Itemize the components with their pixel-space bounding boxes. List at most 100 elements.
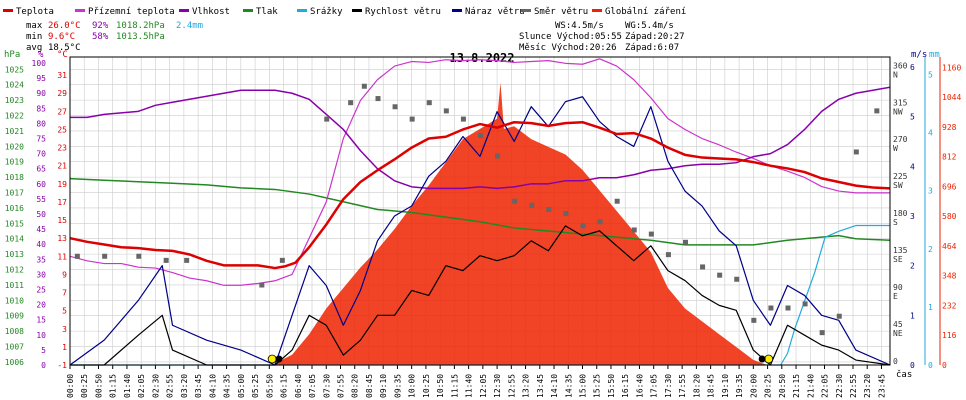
x-tick-label: 20:50 bbox=[778, 374, 787, 398]
x-tick-label: 19:35 bbox=[735, 374, 744, 398]
x-tick-label: 07:05 bbox=[308, 374, 317, 398]
temp-tick-label: 15 bbox=[57, 216, 67, 225]
temp-tick-label: 9 bbox=[62, 270, 67, 279]
hpa-tick-label: 1014 bbox=[5, 235, 24, 244]
dir-compass-label: SE bbox=[893, 255, 903, 264]
temp-tick-label: 13 bbox=[57, 234, 67, 243]
legend-entry: Přízemní teplota bbox=[88, 7, 175, 17]
x-tick-label: 23:20 bbox=[863, 374, 872, 398]
x-tick-label: 10:25 bbox=[422, 374, 431, 398]
legend-swatch bbox=[243, 9, 253, 12]
pct-tick-label: 45 bbox=[36, 225, 46, 234]
x-tick-label: 12:55 bbox=[507, 374, 516, 398]
series-line-p-zemn-teplota bbox=[69, 58, 890, 286]
x-tick-label: 18:45 bbox=[707, 374, 716, 398]
x-tick-label: 00:00 bbox=[66, 374, 75, 398]
dir-compass-label: W bbox=[893, 144, 898, 153]
ms-tick-label: 0 bbox=[910, 361, 915, 370]
sunset-marker bbox=[764, 354, 774, 364]
mm-axis-label: mm bbox=[929, 50, 940, 60]
pct-tick-label: 70 bbox=[36, 150, 46, 159]
x-tick-label: 11:40 bbox=[465, 374, 474, 398]
x-tick-label: 04:10 bbox=[208, 374, 217, 398]
pct-tick-label: 55 bbox=[36, 195, 46, 204]
hpa-tick-label: 1018 bbox=[5, 173, 24, 182]
hpa-tick-label: 1023 bbox=[5, 96, 24, 105]
x-tick-label: 00:25 bbox=[80, 374, 89, 398]
x-tick-label: 02:05 bbox=[137, 374, 146, 398]
wind-direction-point bbox=[348, 100, 354, 106]
pct-tick-label: 100 bbox=[32, 59, 47, 68]
rad-tick-label: 696 bbox=[942, 182, 957, 191]
mm-tick-label: 3 bbox=[928, 187, 933, 196]
stats-min-hum: 58% bbox=[92, 32, 109, 42]
hpa-tick-label: 1007 bbox=[5, 343, 24, 352]
legend-entry: Srážky bbox=[310, 7, 343, 17]
hpa-tick-label: 1021 bbox=[5, 127, 24, 136]
sun-set: Západ:20:27 bbox=[625, 32, 685, 42]
x-tick-label: 16:40 bbox=[635, 374, 644, 398]
x-tick-label: 18:20 bbox=[692, 374, 701, 398]
x-tick-label: 08:20 bbox=[351, 374, 360, 398]
time-axis-label: čas bbox=[896, 369, 912, 380]
wind-ws: WS:4.5m/s bbox=[555, 21, 604, 31]
legend-entry: Tlak bbox=[256, 7, 278, 17]
wind-direction-point bbox=[802, 301, 808, 307]
pct-tick-label: 50 bbox=[36, 210, 46, 219]
rad-tick-label: 0 bbox=[942, 361, 947, 370]
wind-direction-point bbox=[279, 257, 285, 263]
hpa-tick-label: 1013 bbox=[5, 250, 24, 259]
dir-compass-label: S bbox=[893, 218, 898, 227]
rad-tick-label: 928 bbox=[942, 123, 957, 132]
y-axes: 1025102410231022102110201019101810171016… bbox=[5, 57, 961, 370]
ms-tick-label: 3 bbox=[910, 212, 915, 221]
dir-tick-label: 135 bbox=[893, 246, 908, 255]
pct-tick-label: 15 bbox=[36, 316, 46, 325]
dir-tick-label: 0 bbox=[893, 357, 898, 366]
pct-axis-label: % bbox=[38, 50, 44, 60]
x-tick-label: 02:30 bbox=[151, 374, 160, 398]
wind-direction-point bbox=[836, 313, 842, 319]
info-block: WS:4.5m/s WG:5.4m/s Slunce Východ:05:55 … bbox=[519, 21, 685, 53]
wind-direction-point bbox=[443, 108, 449, 114]
x-tick-label: 12:30 bbox=[493, 374, 502, 398]
wind-direction-point bbox=[495, 153, 501, 159]
wind-direction-point bbox=[460, 116, 466, 122]
hpa-tick-label: 1017 bbox=[5, 189, 24, 198]
temp-tick-label: 29 bbox=[57, 89, 67, 98]
x-tick-label: 21:40 bbox=[806, 374, 815, 398]
wind-direction-point bbox=[665, 252, 671, 258]
x-axis: 00:00 00:25 00:50 01:15 01:40 02:05 02:30 02:55… bbox=[66, 365, 886, 398]
x-tick-label: 07:55 bbox=[336, 374, 345, 398]
temp-tick-label: 25 bbox=[57, 125, 67, 134]
pct-tick-label: 20 bbox=[36, 301, 46, 310]
mm-tick-label: 1 bbox=[928, 303, 933, 312]
x-tick-label: 17:30 bbox=[664, 374, 673, 398]
wind-direction-point bbox=[563, 211, 569, 217]
wind-direction-point bbox=[819, 330, 825, 336]
moonset-marker bbox=[275, 355, 283, 363]
x-tick-label: 15:50 bbox=[607, 374, 616, 398]
rad-tick-label: 232 bbox=[942, 301, 957, 310]
x-tick-label: 04:35 bbox=[223, 374, 232, 398]
series-radiation-area bbox=[70, 82, 890, 366]
legend-entry: Rychlost větru bbox=[365, 7, 441, 17]
ms-tick-label: 2 bbox=[910, 262, 915, 271]
wind-direction-point bbox=[768, 305, 774, 311]
ms-tick-label: 4 bbox=[910, 162, 915, 171]
wind-direction-point bbox=[375, 96, 381, 102]
mm-tick-label: 2 bbox=[928, 245, 933, 254]
temp-tick-label: -1 bbox=[57, 361, 67, 370]
x-tick-label: 13:20 bbox=[522, 374, 531, 398]
legend-entry: Globální záření bbox=[605, 7, 686, 17]
x-tick-label: 03:45 bbox=[194, 374, 203, 398]
x-tick-label: 01:15 bbox=[109, 374, 118, 398]
x-tick-label: 02:55 bbox=[166, 374, 175, 398]
wind-direction-point bbox=[74, 253, 80, 259]
mm-tick-label: 4 bbox=[928, 129, 933, 138]
x-tick-label: 08:45 bbox=[365, 374, 374, 398]
hpa-tick-label: 1024 bbox=[5, 81, 24, 90]
x-tick-label: 11:15 bbox=[450, 374, 459, 398]
hpa-tick-label: 1016 bbox=[5, 204, 24, 213]
